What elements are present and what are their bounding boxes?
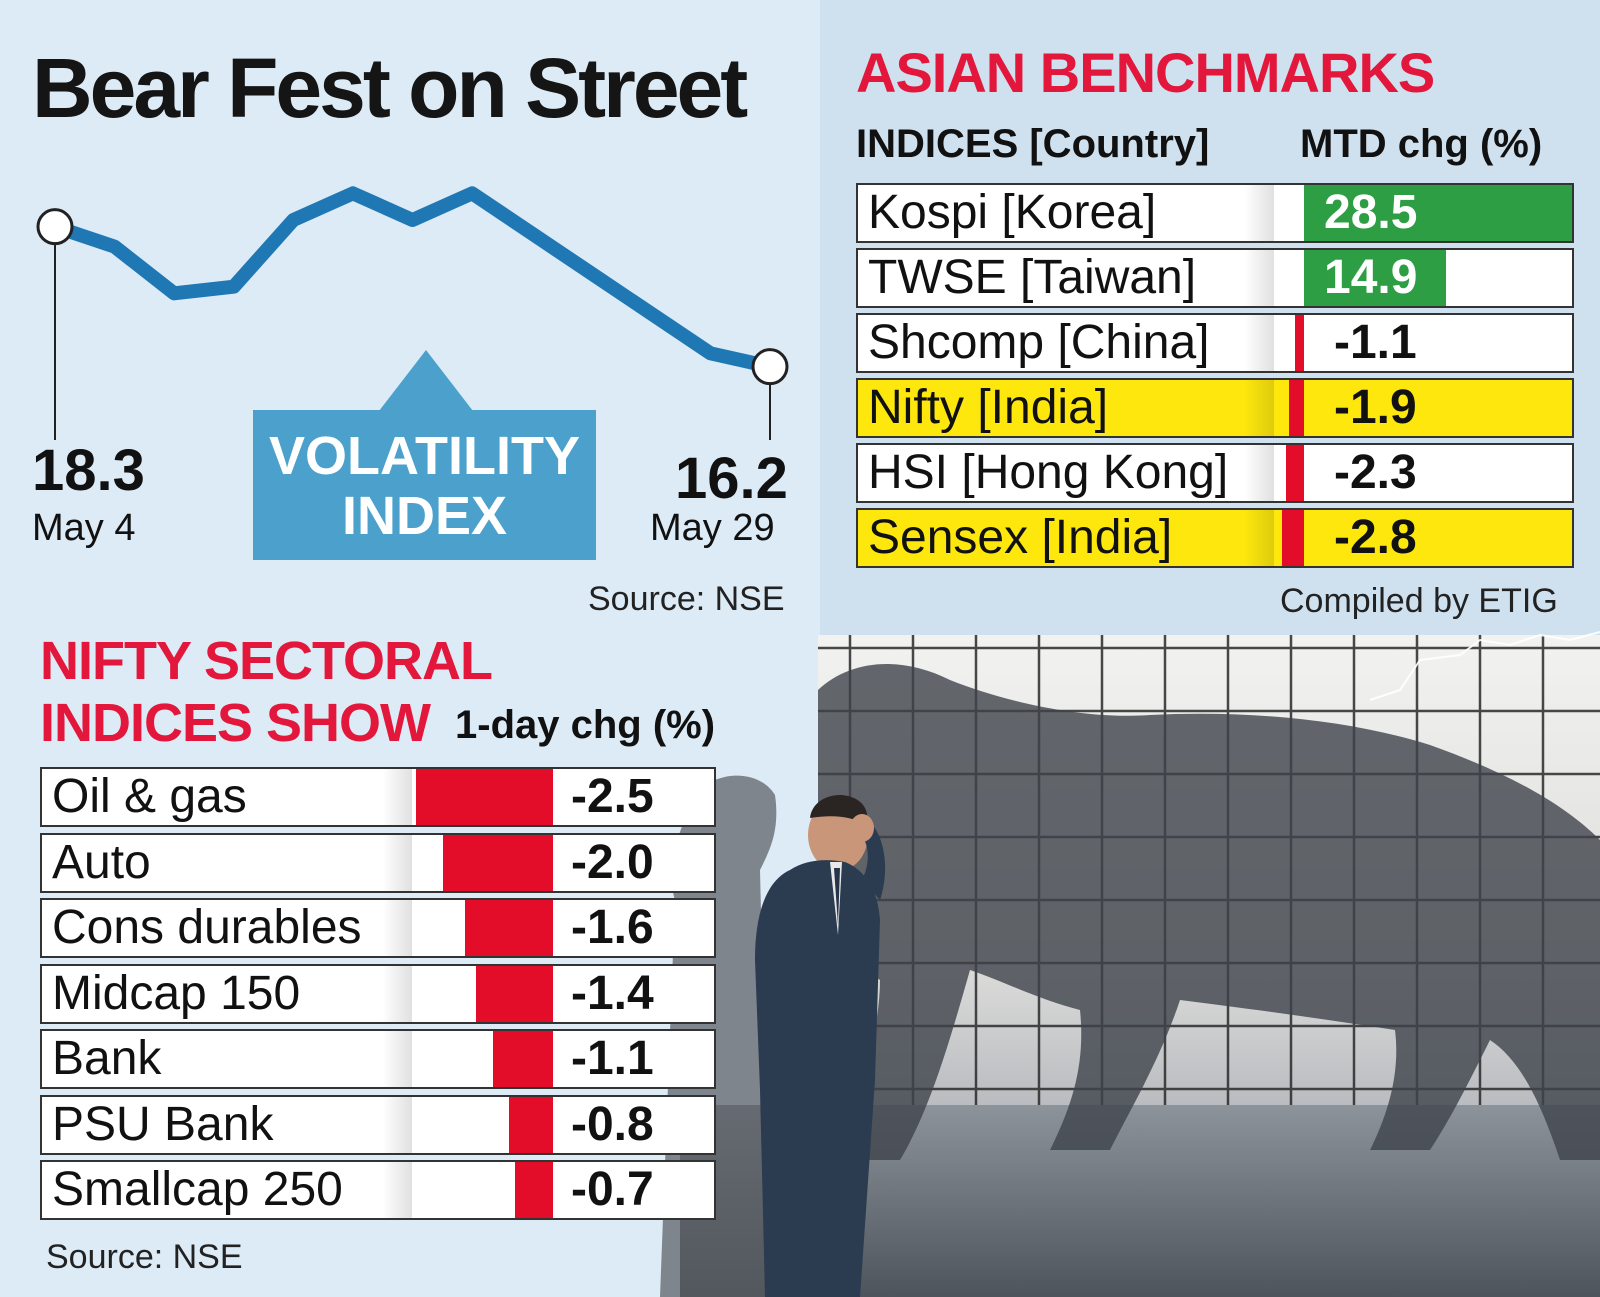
sector-row-separator [382, 769, 412, 825]
sector-row-label: Midcap 150 [52, 967, 301, 1020]
asian-row-label: TWSE [Taiwan] [868, 251, 1197, 304]
asian-row: TWSE [Taiwan] 14.9 [856, 248, 1574, 308]
asian-row-label: Sensex [India] [868, 511, 1173, 564]
sector-row-value: -1.1 [571, 1032, 654, 1085]
sector-row-separator [382, 900, 412, 956]
asian-row: Kospi [Korea] 28.5 [856, 183, 1574, 243]
asian-row-bar [1295, 315, 1304, 371]
sectoral-heading: NIFTY SECTORAL INDICES SHOW [40, 630, 493, 754]
asian-row-bar [1285, 445, 1304, 501]
sector-row: Cons durables -1.6 [40, 898, 716, 958]
asian-row-separator [1244, 380, 1274, 436]
sector-row-separator [382, 966, 412, 1022]
sector-row: Auto -2.0 [40, 833, 716, 893]
sector-row-bar [514, 1162, 553, 1218]
vix-label-arrow [379, 350, 473, 411]
sectoral-col-change: 1-day chg (%) [455, 703, 716, 747]
vix-label: VOLATILITY INDEX [253, 410, 596, 560]
asian-row-separator [1244, 185, 1274, 241]
sectoral-heading-line2: INDICES SHOW [40, 693, 431, 753]
vix-series-line [52, 186, 772, 374]
asian-row-label: Kospi [Korea] [868, 186, 1157, 239]
sector-row-label: Auto [52, 836, 151, 889]
asian-row-bar [1281, 510, 1304, 566]
sector-row-value: -0.8 [571, 1098, 654, 1151]
vix-start-date: May 4 [32, 507, 136, 549]
sector-row-label: Oil & gas [52, 770, 247, 823]
sector-row-bar [416, 769, 553, 825]
asian-row-value: 14.9 [1324, 251, 1418, 304]
sector-row-value: -2.0 [571, 836, 654, 889]
asian-row-label: HSI [Hong Kong] [868, 446, 1229, 499]
asian-row: Shcomp [China] -1.1 [856, 313, 1574, 373]
sector-row: Oil & gas -2.5 [40, 767, 716, 827]
asian-row-value: -2.8 [1334, 511, 1417, 564]
sector-row-bar [509, 1097, 553, 1153]
sector-row: Smallcap 250 -0.7 [40, 1160, 716, 1220]
sector-row-separator [382, 835, 412, 891]
vix-start-marker [36, 208, 74, 246]
asian-row-separator [1244, 315, 1274, 371]
sector-row: PSU Bank -0.8 [40, 1095, 716, 1155]
sector-row-separator [382, 1031, 412, 1087]
asian-row: HSI [Hong Kong] -2.3 [856, 443, 1574, 503]
asian-source: Compiled by ETIG [1280, 582, 1558, 620]
sector-row-value: -2.5 [571, 770, 654, 823]
volatility-line-chart [36, 186, 789, 440]
sector-row-label: PSU Bank [52, 1098, 274, 1151]
asian-row-value: -1.1 [1334, 316, 1417, 369]
sector-row-bar [476, 966, 553, 1022]
vix-end-value: 16.2 [675, 446, 788, 511]
sectoral-source: Source: NSE [46, 1238, 243, 1276]
asian-row-bar [1304, 185, 1572, 241]
asian-row-bar [1304, 250, 1447, 306]
sector-row-value: -1.4 [571, 967, 654, 1020]
asian-col-change: MTD chg (%) [1300, 122, 1543, 166]
asian-row-label: Shcomp [China] [868, 316, 1210, 369]
sector-row-bar [443, 835, 553, 891]
asian-row: Sensex [India] -2.8 [856, 508, 1574, 568]
vix-end-date: May 29 [650, 507, 775, 549]
asian-row: Nifty [India] -1.9 [856, 378, 1574, 438]
sector-row-separator [382, 1097, 412, 1153]
sector-row-label: Cons durables [52, 901, 362, 954]
asian-row-separator [1244, 445, 1274, 501]
asian-row-bar [1288, 380, 1304, 436]
page-title: Bear Fest on Street [32, 41, 748, 135]
vix-start-value: 18.3 [32, 438, 145, 503]
sector-row: Midcap 150 -1.4 [40, 964, 716, 1024]
vix-source: Source: NSE [588, 580, 785, 618]
sector-row-value: -0.7 [571, 1163, 654, 1216]
asian-row-value: -1.9 [1334, 381, 1417, 434]
asian-col-indices: INDICES [Country] [856, 122, 1210, 166]
sectoral-heading-line1: NIFTY SECTORAL [40, 631, 493, 691]
asian-row-separator [1244, 250, 1274, 306]
sector-row-bar [492, 1031, 553, 1087]
sector-row-label: Bank [52, 1032, 162, 1085]
asian-row-separator [1244, 510, 1274, 566]
vix-end-marker [751, 348, 789, 386]
sector-row-separator [382, 1162, 412, 1218]
vix-label-line1: VOLATILITY [269, 426, 580, 486]
asian-row-value: 28.5 [1324, 186, 1418, 239]
sector-row-value: -1.6 [571, 901, 654, 954]
asian-row-label: Nifty [India] [868, 381, 1109, 434]
sector-row-bar [465, 900, 553, 956]
vix-label-line2: INDEX [341, 486, 508, 546]
asian-heading: ASIAN BENCHMARKS [856, 41, 1435, 104]
sector-row: Bank -1.1 [40, 1029, 716, 1089]
asian-row-value: -2.3 [1334, 446, 1417, 499]
sector-row-label: Smallcap 250 [52, 1163, 343, 1216]
